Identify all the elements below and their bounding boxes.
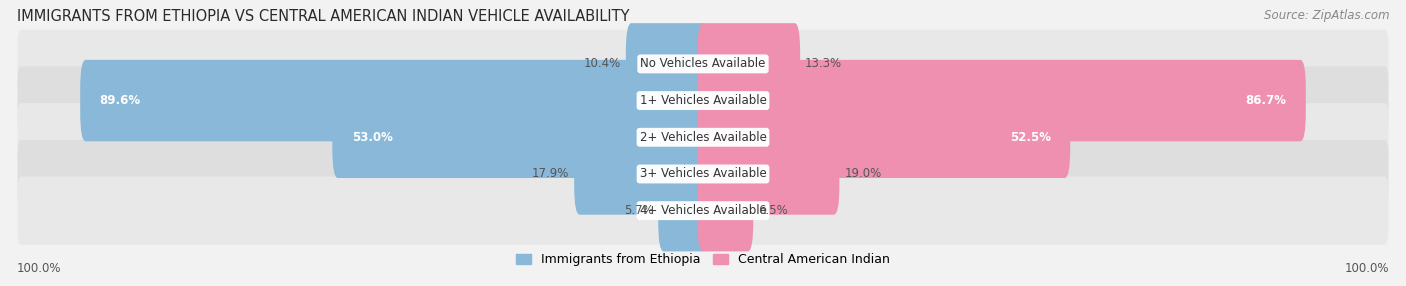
Text: 4+ Vehicles Available: 4+ Vehicles Available [640, 204, 766, 217]
Text: 100.0%: 100.0% [17, 262, 62, 275]
FancyBboxPatch shape [697, 133, 839, 215]
Text: 53.0%: 53.0% [352, 131, 392, 144]
FancyBboxPatch shape [80, 60, 709, 141]
FancyBboxPatch shape [574, 133, 709, 215]
Text: 5.7%: 5.7% [624, 204, 654, 217]
FancyBboxPatch shape [332, 97, 709, 178]
Text: 52.5%: 52.5% [1010, 131, 1050, 144]
Text: 3+ Vehicles Available: 3+ Vehicles Available [640, 168, 766, 180]
Text: Source: ZipAtlas.com: Source: ZipAtlas.com [1264, 9, 1389, 21]
FancyBboxPatch shape [697, 23, 800, 105]
FancyBboxPatch shape [17, 103, 1389, 171]
Text: 100.0%: 100.0% [1344, 262, 1389, 275]
FancyBboxPatch shape [17, 66, 1389, 135]
FancyBboxPatch shape [697, 97, 1070, 178]
Legend: Immigrants from Ethiopia, Central American Indian: Immigrants from Ethiopia, Central Americ… [510, 248, 896, 271]
FancyBboxPatch shape [17, 140, 1389, 208]
Text: IMMIGRANTS FROM ETHIOPIA VS CENTRAL AMERICAN INDIAN VEHICLE AVAILABILITY: IMMIGRANTS FROM ETHIOPIA VS CENTRAL AMER… [17, 9, 630, 23]
FancyBboxPatch shape [697, 60, 1306, 141]
FancyBboxPatch shape [697, 170, 754, 251]
Text: No Vehicles Available: No Vehicles Available [640, 57, 766, 70]
Text: 19.0%: 19.0% [844, 168, 882, 180]
Text: 89.6%: 89.6% [100, 94, 141, 107]
FancyBboxPatch shape [17, 30, 1389, 98]
FancyBboxPatch shape [17, 176, 1389, 245]
Text: 6.5%: 6.5% [758, 204, 787, 217]
FancyBboxPatch shape [658, 170, 709, 251]
Text: 10.4%: 10.4% [583, 57, 621, 70]
Text: 86.7%: 86.7% [1246, 94, 1286, 107]
FancyBboxPatch shape [626, 23, 709, 105]
Text: 17.9%: 17.9% [531, 168, 569, 180]
Text: 13.3%: 13.3% [806, 57, 842, 70]
Text: 2+ Vehicles Available: 2+ Vehicles Available [640, 131, 766, 144]
Text: 1+ Vehicles Available: 1+ Vehicles Available [640, 94, 766, 107]
